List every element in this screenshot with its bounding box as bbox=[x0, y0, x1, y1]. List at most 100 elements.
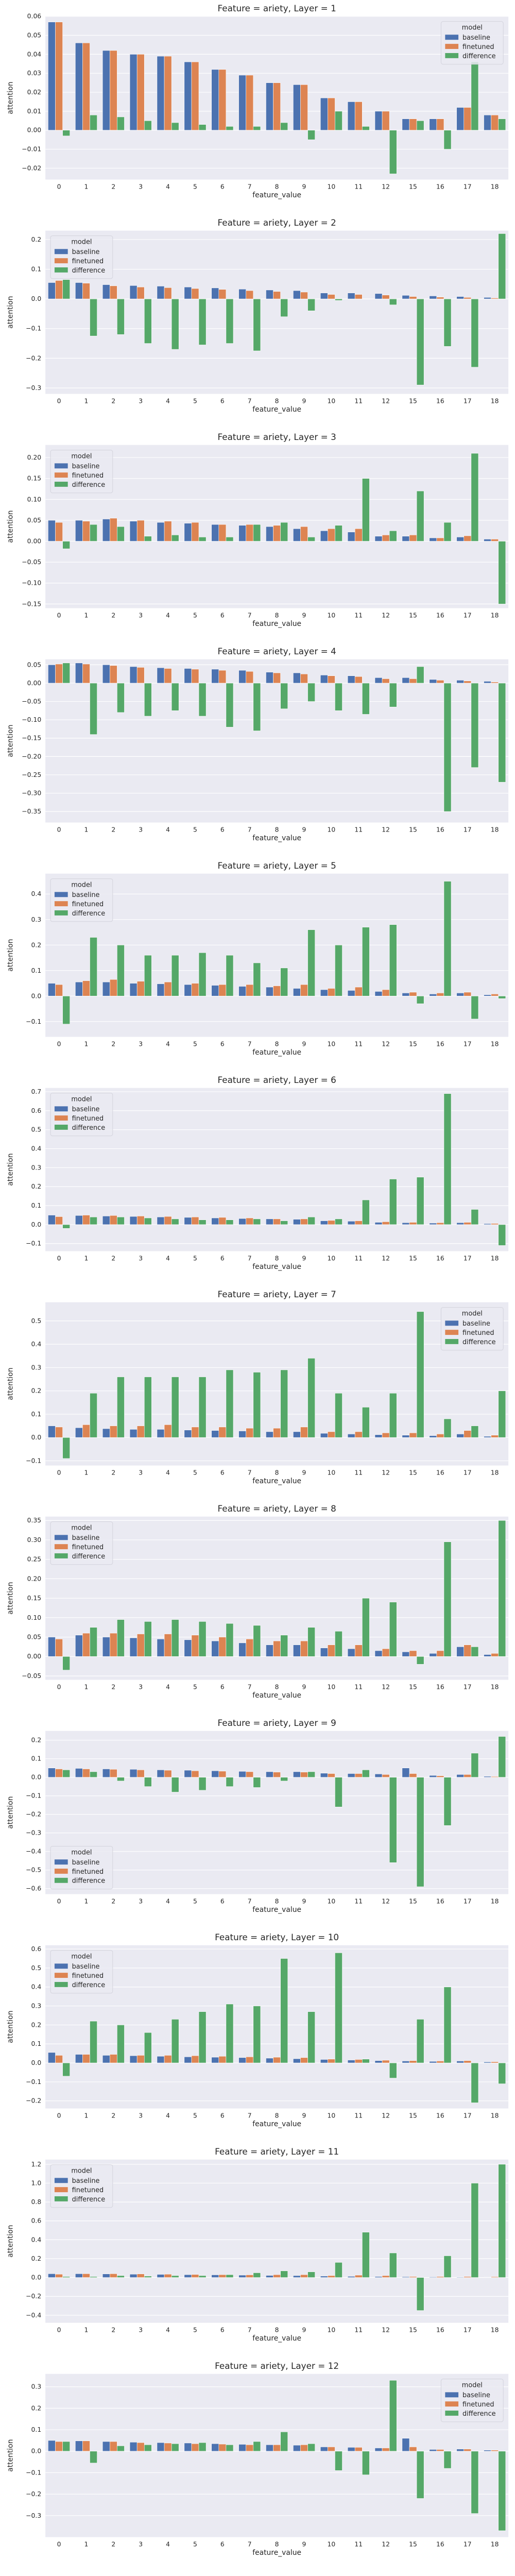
bar-baseline bbox=[48, 282, 56, 299]
bar-difference bbox=[198, 298, 207, 345]
y-tick-label: −0.1 bbox=[26, 1240, 41, 1247]
legend-swatch bbox=[54, 463, 68, 469]
y-tick-label: −0.25 bbox=[22, 771, 41, 778]
x-tick-label: 2 bbox=[111, 1683, 115, 1690]
y-tick-label: 0.0 bbox=[31, 2274, 42, 2281]
chart-panel: −0.3−0.2−0.10.00.10.20.30 1 2 3 4 5 6 7 8 9 10 11 12… bbox=[7, 2361, 509, 2557]
x-tick-label: 8 bbox=[275, 1683, 279, 1690]
bar-baseline bbox=[211, 985, 219, 996]
bar-baseline bbox=[456, 2277, 465, 2278]
bar-finetuned bbox=[409, 535, 417, 541]
y-tick-label: 0.5 bbox=[31, 1964, 42, 1972]
bar-finetuned bbox=[464, 681, 472, 684]
x-tick-label: 15 bbox=[409, 826, 417, 833]
bar-finetuned bbox=[191, 61, 199, 131]
bar-finetuned bbox=[55, 664, 63, 684]
bar-baseline bbox=[102, 2441, 110, 2452]
y-tick-label: −0.4 bbox=[26, 2312, 41, 2319]
y-tick-label: 0.3 bbox=[31, 1164, 42, 1171]
chart-panel: −0.02 −0.01 0.00 0.01 0.02 0.03 0.04 0.05 0.06 0 1… bbox=[7, 3, 509, 199]
bar-difference bbox=[389, 530, 397, 541]
y-tick-label: 0.05 bbox=[27, 517, 42, 524]
legend-swatch bbox=[54, 901, 68, 907]
bar-finetuned bbox=[191, 522, 199, 541]
bar-baseline bbox=[266, 987, 273, 996]
y-tick-label: 0.04 bbox=[27, 50, 42, 58]
bar-finetuned bbox=[136, 2442, 145, 2452]
bar-difference bbox=[62, 1769, 71, 1777]
bar-finetuned bbox=[328, 1220, 335, 1225]
bar-finetuned bbox=[218, 2444, 227, 2452]
bar-difference bbox=[280, 122, 288, 131]
legend-swatch bbox=[445, 53, 459, 58]
x-tick-label: 10 bbox=[328, 1469, 336, 1476]
bar-difference bbox=[62, 1437, 71, 1459]
y-axis-label: attention bbox=[7, 296, 15, 328]
bar-baseline bbox=[320, 2059, 328, 2063]
bar-difference bbox=[335, 1953, 342, 2063]
bar-difference bbox=[90, 683, 97, 735]
bar-difference bbox=[416, 2277, 424, 2311]
x-tick-label: 4 bbox=[166, 1469, 170, 1476]
x-tick-label: 9 bbox=[302, 2540, 306, 2548]
bar-finetuned bbox=[109, 518, 117, 541]
bar-baseline bbox=[347, 1648, 355, 1657]
bar-difference bbox=[171, 122, 179, 131]
bar-difference bbox=[389, 683, 397, 707]
y-tick-label: 0.3 bbox=[31, 916, 42, 923]
x-tick-label: 0 bbox=[57, 1683, 61, 1690]
bar-finetuned bbox=[191, 288, 199, 299]
bar-difference bbox=[226, 1369, 234, 1438]
legend-entry-label: baseline bbox=[462, 2392, 490, 2399]
bar-finetuned bbox=[382, 111, 390, 131]
bar-difference bbox=[307, 2011, 315, 2063]
bar-finetuned bbox=[491, 1776, 499, 1777]
bar-baseline bbox=[293, 1219, 301, 1225]
y-tick-label: −0.20 bbox=[22, 753, 41, 760]
bar-finetuned bbox=[164, 1425, 172, 1438]
y-tick-label: 0.25 bbox=[27, 1556, 42, 1563]
bar-finetuned bbox=[246, 2057, 254, 2063]
bar-difference bbox=[144, 2032, 152, 2063]
x-tick-label: 3 bbox=[139, 1897, 143, 1905]
x-tick-label: 18 bbox=[491, 1897, 499, 1905]
bar-difference bbox=[198, 952, 207, 996]
x-tick-label: 7 bbox=[248, 1255, 252, 1262]
x-axis-label: feature_value bbox=[252, 2549, 301, 2557]
y-tick-label: 0.2 bbox=[31, 1387, 42, 1395]
x-tick-label: 9 bbox=[302, 2112, 306, 2119]
bar-finetuned bbox=[273, 1772, 281, 1777]
legend-swatch bbox=[54, 1553, 68, 1558]
y-tick-label: 0.2 bbox=[31, 1183, 42, 1190]
bar-finetuned bbox=[82, 283, 90, 299]
x-tick-label: 5 bbox=[193, 1040, 197, 1047]
x-tick-label: 17 bbox=[464, 1683, 472, 1690]
y-tick-label: 0.00 bbox=[27, 680, 42, 687]
bar-finetuned bbox=[328, 2059, 335, 2063]
x-tick-label: 3 bbox=[139, 2112, 143, 2119]
bar-difference bbox=[362, 2059, 370, 2063]
bar-finetuned bbox=[491, 2450, 499, 2452]
bar-baseline bbox=[238, 1431, 246, 1438]
y-tick-label: 0.2 bbox=[31, 941, 42, 948]
bar-baseline bbox=[374, 1434, 383, 1438]
bar-finetuned bbox=[436, 1222, 444, 1225]
x-axis-label: feature_value bbox=[252, 1906, 301, 1914]
bar-difference bbox=[280, 683, 288, 709]
bar-baseline bbox=[429, 994, 437, 996]
bar-difference bbox=[416, 1777, 424, 1887]
bar-difference bbox=[307, 683, 315, 702]
bar-baseline bbox=[484, 297, 491, 299]
bar-finetuned bbox=[82, 1215, 90, 1225]
y-tick-label: 0.6 bbox=[31, 1945, 42, 1953]
bar-baseline bbox=[429, 1653, 437, 1657]
y-tick-label: 0.0 bbox=[31, 992, 42, 999]
x-tick-label: 2 bbox=[111, 2326, 115, 2333]
bar-difference bbox=[117, 2275, 125, 2278]
bar-finetuned bbox=[246, 1639, 254, 1657]
bar-baseline bbox=[347, 293, 355, 299]
x-tick-label: 4 bbox=[166, 2326, 170, 2333]
bar-finetuned bbox=[136, 2274, 145, 2278]
